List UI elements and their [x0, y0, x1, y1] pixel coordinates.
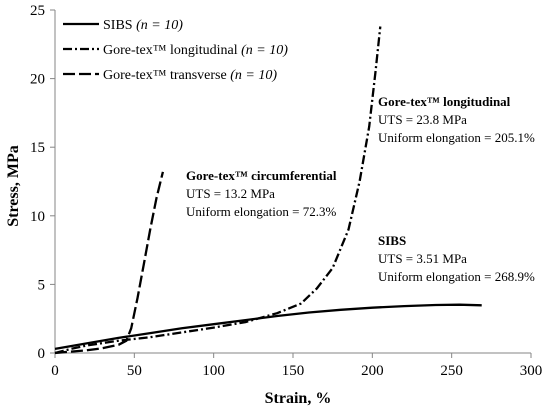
y-tick-label: 0	[38, 346, 46, 362]
y-tick-label: 25	[30, 3, 45, 19]
annotation-line: Uniform elongation = 72.3%	[186, 204, 336, 219]
x-tick-label: 100	[202, 363, 225, 379]
y-axis-title: Stress, MPa	[5, 145, 22, 226]
axes: 0 50 100 150 200 250 300 0 5 10 15 20 25	[30, 3, 542, 379]
series-layer	[54, 26, 482, 355]
annotation-line: Uniform elongation = 268.9%	[378, 269, 535, 284]
annotation-line: UTS = 13.2 MPa	[186, 186, 275, 201]
y-tick-label: 20	[30, 72, 45, 88]
annotations: Gore-tex™ circumferential UTS = 13.2 MPa U…	[186, 94, 535, 284]
annotation-title: SIBS	[378, 233, 406, 248]
y-tick-label: 5	[38, 277, 46, 293]
x-axis-title: Strain, %	[265, 390, 332, 407]
annotation-line: UTS = 23.8 MPa	[378, 112, 467, 127]
legend: SIBS (n = 10) Gore-tex™ longitudinal (n =…	[63, 18, 288, 83]
series-line-dashed	[54, 171, 165, 355]
series-line-dashdot	[54, 26, 382, 355]
annotation-line: Uniform elongation = 205.1%	[378, 130, 535, 145]
annotation-line: UTS = 3.51 MPa	[378, 251, 467, 266]
x-tick-label: 300	[520, 363, 543, 379]
legend-entry-label: SIBS (n = 10)	[103, 18, 183, 33]
x-tick-label: 250	[440, 363, 463, 379]
legend-entry-label: Gore-tex™ transverse (n = 10)	[103, 68, 277, 83]
legend-entry-label: Gore-tex™ longitudinal (n = 10)	[103, 43, 288, 58]
x-tick-label: 0	[51, 363, 59, 379]
y-tick-label: 10	[30, 209, 45, 225]
series-line-solid	[54, 303, 482, 351]
y-tick-label: 15	[30, 140, 45, 156]
x-tick-label: 50	[127, 363, 142, 379]
annotation-title: Gore-tex™ longitudinal	[378, 94, 511, 109]
annotation-title: Gore-tex™ circumferential	[186, 168, 337, 183]
x-tick-label: 150	[282, 363, 305, 379]
x-tick-label: 200	[361, 363, 384, 379]
